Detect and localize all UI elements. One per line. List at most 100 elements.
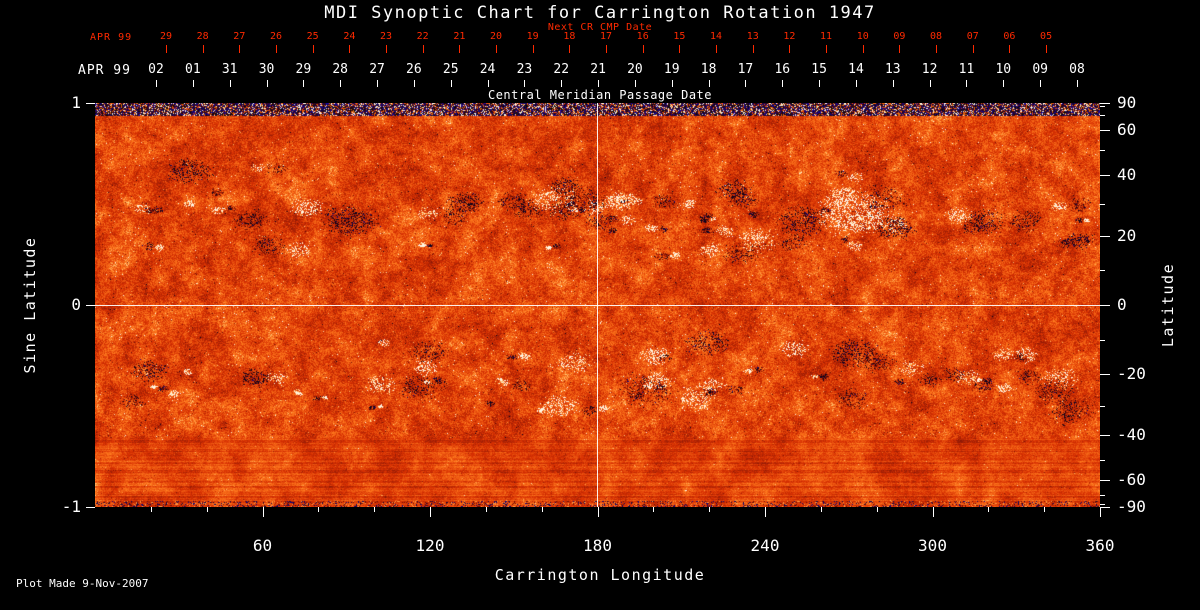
next-cr-day-tick (1009, 45, 1011, 53)
cmp-day-tick (192, 80, 194, 87)
cmp-day-label: 11 (958, 62, 975, 77)
next-cr-day-label: 29 (159, 31, 173, 42)
x-minor-tick (820, 507, 822, 512)
sine-latitude-tick (86, 305, 95, 306)
next-cr-day-tick (459, 45, 461, 53)
next-cr-day-label: 19 (526, 31, 539, 42)
next-cr-day-tick (276, 45, 277, 53)
latitude-minor-tick (1100, 494, 1105, 496)
cmp-day-tick (892, 80, 894, 87)
latitude-major-tick (1100, 175, 1110, 177)
x-tick-label: 240 (750, 536, 780, 555)
x-minor-tick (206, 507, 208, 512)
cmp-day-label: 16 (774, 62, 791, 77)
cmp-day-tick (1077, 80, 1078, 87)
next-cr-day-label: 26 (269, 31, 283, 42)
sine-latitude-tick-label: 0 (71, 295, 81, 314)
x-minor-tick (374, 507, 376, 512)
next-cr-cmp-date-label: Next CR CMP Date (547, 22, 653, 33)
cmp-day-label: 02 (148, 62, 164, 77)
sine-latitude-tick-label: 1 (71, 93, 81, 112)
cmp-day-label: 29 (295, 62, 312, 77)
x-major-tick (262, 507, 264, 517)
next-cr-day-tick (789, 45, 791, 53)
next-cr-day-tick (349, 45, 351, 53)
latitude-tick-label: 90 (1117, 93, 1137, 112)
next-cr-day-tick (1046, 45, 1048, 53)
next-cr-day-tick (202, 45, 204, 53)
x-minor-tick (541, 507, 543, 512)
carrington-longitude-axis-label: Carrington Longitude (494, 566, 706, 584)
cmp-day-label: 24 (479, 62, 496, 77)
cmp-day-label: 18 (700, 62, 717, 77)
latitude-major-tick (1100, 374, 1110, 376)
next-cr-day-label: 13 (746, 31, 759, 42)
chart-title: MDI Synoptic Chart for Carrington Rotati… (324, 3, 876, 23)
central-meridian-passage-date-label: Central Meridian Passage Date (487, 88, 712, 102)
cmp-day-tick (487, 80, 489, 87)
cmp-day-label: 25 (442, 62, 459, 77)
next-cr-day-label: 17 (600, 31, 613, 42)
next-cr-day-label: 21 (453, 31, 466, 42)
latitude-tick-label: 60 (1117, 120, 1137, 140)
latitude-minor-tick (1100, 406, 1105, 407)
next-cr-day-tick (606, 45, 608, 53)
latitude-major-tick (1100, 507, 1110, 508)
next-cr-day-label: 27 (233, 31, 246, 42)
cmp-day-tick (819, 80, 821, 87)
latitude-axis-label: Latitude (1159, 262, 1177, 348)
latitude-tick-label: -90 (1117, 497, 1146, 516)
latitude-tick-label: 20 (1117, 225, 1137, 245)
cmp-day-tick (671, 80, 673, 87)
next-cr-day-label: 07 (966, 31, 979, 42)
next-cr-day-label: 15 (673, 31, 686, 42)
cmp-day-tick (929, 80, 931, 87)
next-cr-day-label: 06 (1003, 31, 1016, 42)
next-cr-day-label: 16 (636, 31, 649, 42)
next-cr-day-label: 05 (1040, 31, 1053, 42)
next-cr-day-tick (936, 45, 938, 53)
cmp-day-tick (598, 80, 600, 87)
next-cr-day-tick (899, 45, 901, 53)
next-cr-day-tick (826, 45, 828, 53)
x-tick-label: 360 (1085, 536, 1115, 555)
latitude-major-tick (1100, 479, 1110, 481)
x-major-tick (430, 507, 431, 517)
cmp-day-tick (782, 80, 784, 87)
cmp-day-tick (634, 80, 636, 87)
latitude-minor-tick (1100, 150, 1105, 152)
plot-made-timestamp: Plot Made 9-Nov-2007 (16, 577, 149, 590)
cmp-day-tick (1040, 80, 1042, 87)
cmp-day-label: 15 (811, 62, 827, 77)
cmp-day-label: 20 (627, 62, 643, 77)
latitude-major-tick (1100, 235, 1110, 237)
next-cr-day-label: 14 (710, 31, 723, 42)
cmp-day-label: 21 (590, 62, 606, 77)
next-cr-day-label: 23 (379, 31, 393, 42)
latitude-minor-tick (1100, 503, 1105, 505)
x-tick-label: 300 (918, 536, 947, 555)
next-cr-day-tick (679, 45, 681, 53)
next-cr-day-tick (862, 45, 864, 53)
next-cr-day-label: 20 (489, 31, 503, 42)
cmp-day-label: 08 (1069, 62, 1085, 77)
next-cr-day-label: 08 (930, 31, 943, 42)
x-minor-tick (709, 507, 711, 512)
next-cr-day-tick (312, 45, 314, 53)
cmp-day-label: 14 (848, 62, 864, 77)
latitude-major-tick (1100, 130, 1110, 132)
latitude-minor-tick (1100, 204, 1105, 205)
cmp-day-label: 09 (1032, 62, 1048, 77)
cmp-day-tick (303, 80, 305, 87)
latitude-major-tick (1100, 434, 1110, 436)
next-cr-day-tick (239, 45, 241, 53)
latitude-minor-tick (1100, 340, 1105, 342)
cmp-day-label: 28 (332, 62, 349, 77)
next-cr-day-tick (496, 45, 498, 53)
cmp-day-tick (340, 80, 342, 87)
cmp-day-tick (156, 80, 157, 87)
cmp-day-label: 26 (406, 62, 422, 77)
cmp-day-tick (966, 80, 968, 87)
next-cr-day-label: 12 (783, 31, 796, 42)
